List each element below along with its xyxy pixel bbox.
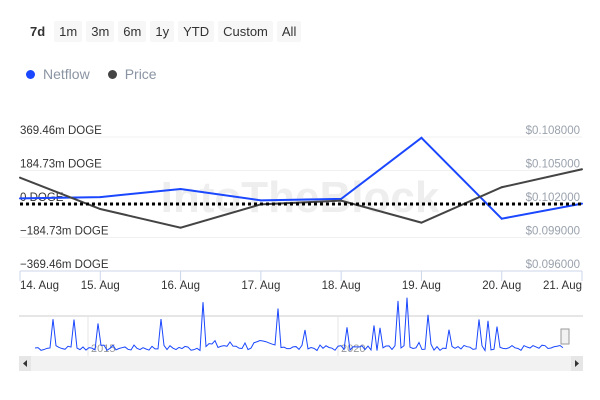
series-line-price[interactable] xyxy=(19,168,583,229)
data-point-netflow[interactable] xyxy=(179,187,182,190)
legend-item-price[interactable]: Price xyxy=(107,66,157,82)
data-point-netflow[interactable] xyxy=(99,196,102,199)
range-button-7d[interactable]: 7d xyxy=(25,21,51,42)
x-tick-label: 17. Aug xyxy=(241,280,280,292)
data-point-price[interactable] xyxy=(19,176,21,179)
data-point-price[interactable] xyxy=(581,168,583,171)
x-tick-label: 21. Aug xyxy=(543,280,582,292)
data-point-netflow[interactable] xyxy=(340,197,343,200)
data-point-price[interactable] xyxy=(340,199,343,202)
legend-label: Price xyxy=(124,66,157,82)
data-point-netflow[interactable] xyxy=(420,136,423,139)
left-tick-label: 369.46m DOGE xyxy=(20,125,102,137)
right-tick-label: $0.096000 xyxy=(526,259,580,271)
data-point-netflow[interactable] xyxy=(19,197,21,200)
legend-label: Netflow xyxy=(43,66,90,82)
legend-marker xyxy=(26,69,35,79)
navigator-series xyxy=(34,297,564,353)
range-button-custom[interactable]: Custom xyxy=(218,21,273,42)
data-point-price[interactable] xyxy=(500,186,503,189)
x-tick-label: 15. Aug xyxy=(81,280,120,292)
x-tick-label: 18. Aug xyxy=(322,280,361,292)
navigator-label: 2020 xyxy=(341,343,365,355)
legend: Netflow Price xyxy=(26,66,157,82)
left-tick-label: 184.73m DOGE xyxy=(20,159,102,171)
range-selector: 7d 1m 3m 6m 1y YTD Custom All xyxy=(25,21,302,42)
legend-item-netflow[interactable]: Netflow xyxy=(26,66,90,82)
arrow-right-icon xyxy=(575,360,579,367)
range-button-1y[interactable]: 1y xyxy=(150,21,175,42)
range-button-ytd[interactable]: YTD xyxy=(178,21,215,42)
range-button-1m[interactable]: 1m xyxy=(54,21,83,42)
range-button-3m[interactable]: 3m xyxy=(86,21,115,42)
right-tick-label: $0.108000 xyxy=(526,125,580,137)
navigator[interactable]: 2015 2020 xyxy=(19,297,583,371)
right-tick-label: $0.099000 xyxy=(526,226,580,238)
navigator-label: 2015 xyxy=(91,343,115,355)
x-tick-label: 14. Aug xyxy=(20,280,59,292)
x-tick-label: 19. Aug xyxy=(402,280,441,292)
data-point-netflow[interactable] xyxy=(581,202,583,205)
right-tick-label: $0.102000 xyxy=(526,192,580,204)
left-tick-label: −369.46m DOGE xyxy=(20,259,109,271)
data-point-netflow[interactable] xyxy=(500,217,503,220)
arrow-left-icon xyxy=(23,360,27,367)
data-point-price[interactable] xyxy=(420,221,423,224)
x-tick-label: 16. Aug xyxy=(161,280,200,292)
scrollbar[interactable] xyxy=(19,356,583,371)
data-point-netflow[interactable] xyxy=(259,199,262,202)
x-tick-label: 20. Aug xyxy=(482,280,521,292)
watermark: IntoTheBlock xyxy=(161,173,440,222)
data-point-price[interactable] xyxy=(179,226,182,229)
left-tick-label: −184.73m DOGE xyxy=(20,226,109,238)
range-button-all[interactable]: All xyxy=(276,21,302,42)
range-button-6m[interactable]: 6m xyxy=(118,21,147,42)
navigator-handle[interactable] xyxy=(560,328,570,345)
right-tick-label: $0.105000 xyxy=(526,159,580,171)
legend-marker xyxy=(107,69,117,79)
data-point-price[interactable] xyxy=(99,208,102,211)
